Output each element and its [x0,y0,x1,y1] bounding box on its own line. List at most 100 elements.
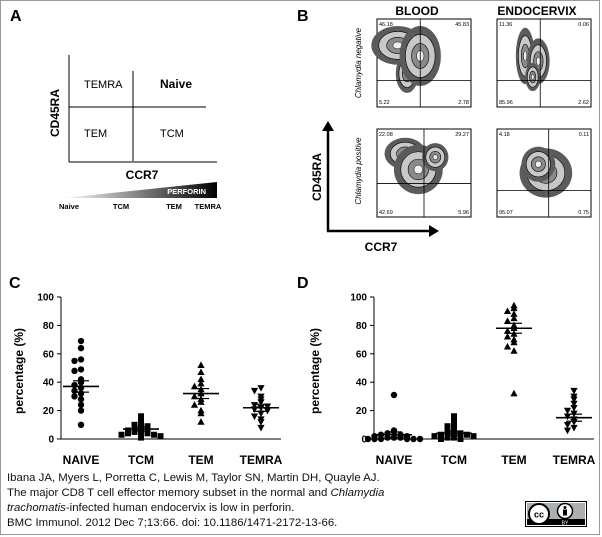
panel-b-letter: B [297,8,309,25]
panel-c-ylabel: percentage (%) [12,328,26,414]
facs-contour-core [523,50,528,62]
cc-by-license-badge[interactable]: cc BY [525,501,587,527]
data-point [510,314,518,322]
by-person-head [563,506,567,509]
panel-b-y-arrowhead [322,121,334,131]
data-point [257,410,265,418]
panel-c-letter: C [9,275,21,292]
panel-c: C percentage (%) 0 20 40 60 80 100 NAIVE TCM TEM… [9,275,283,467]
facs-quadrant-percent: 45.83 [455,22,469,28]
data-point [451,414,457,421]
data-point [131,421,138,428]
scatter-y-tick-label: 60 [356,349,368,360]
data-point [464,431,470,438]
facs-quadrant-percent: 85.96 [499,100,513,106]
quadrant-temra: TEMRA [84,79,123,91]
facs-contour-core [531,74,535,80]
data-point [77,366,85,373]
data-point [71,357,78,365]
facs-quadrant-percent: 5.22 [379,100,390,106]
data-point [563,427,572,435]
quadrant-tcm: TCM [160,128,184,140]
facs-quadrant-percent: 2.62 [578,100,589,106]
scatter-y-tick-label: 80 [43,321,55,332]
citation-title-line1: The major CD8 T cell effector memory sub… [7,486,507,501]
data-point [570,400,578,408]
facs-quadrant-percent: 46.18 [379,22,393,28]
data-point [71,381,78,389]
data-point [250,413,259,421]
data-point [257,419,265,426]
category-label: TEM [188,453,213,467]
cc-icon-text: cc [534,510,544,520]
data-point [444,423,451,430]
facs-quadrant-percent: 95.07 [499,210,513,216]
data-point [510,347,518,354]
facs-contour-core [535,160,542,168]
row-label-positive: Chlamydia positive [354,137,363,205]
data-point [570,387,578,395]
data-point [250,387,259,395]
quadrant-naive: Naive [160,77,192,91]
data-point [131,428,138,435]
scatter-y-tick-label: 80 [356,321,368,332]
data-point [371,435,378,443]
data-point [77,356,85,363]
facs-contour-core [432,154,438,160]
category-label: TEM [501,453,526,467]
facs-quadrant-percent: 5.96 [458,210,469,216]
facs-quadrant-percent: 0.06 [578,22,589,28]
data-point [125,430,131,437]
perforin-gradient [63,182,217,198]
by-label: BY [562,521,569,527]
data-point [503,342,512,350]
data-point [77,401,85,409]
data-point [190,382,199,390]
scatter-y-tick-label: 0 [361,435,367,446]
figure-canvas: A CD45RA CCR7 TEMRA Naive TEM TCM PERFOR… [9,4,596,467]
data-point [157,433,164,440]
data-point [257,399,265,406]
data-point [190,401,199,408]
data-point [563,413,572,421]
data-point [77,407,85,414]
panel-b: B BLOOD ENDOCERVIX Chlamydia negative Ch… [297,4,592,254]
data-point [257,385,265,392]
citation: Ibana JA, Myers L, Porretta C, Lewis M, … [7,471,507,531]
perforin-label: PERFORIN [167,187,206,196]
data-point [570,424,578,432]
data-point [197,379,205,387]
scatter-y-tick-label: 40 [356,378,368,389]
panel-a-letter: A [10,8,22,25]
data-point [197,398,205,405]
data-point [71,367,78,375]
row-label-negative: Chlamydia negative [354,27,363,98]
data-point [416,435,424,443]
facs-quadrant-percent: 22.08 [379,132,393,138]
gradient-point-tcm: TCM [113,202,129,211]
data-point [470,433,477,440]
scatter-y-tick-label: 20 [43,406,55,417]
category-label: NAIVE [376,453,413,467]
panel-a-xlabel: CCR7 [126,168,159,182]
data-point [118,431,125,438]
panel-c-chart: 0 20 40 60 80 100 NAIVE TCM TEM TEMRA [37,293,282,468]
facs-contour-core [413,164,424,175]
data-point [570,396,578,404]
data-point [510,304,518,312]
data-point [403,435,411,443]
data-point [138,413,144,420]
panel-b-x-arrowhead [429,225,439,237]
gradient-point-naive: Naive [59,202,79,211]
data-point [444,434,451,441]
citation-title-text: The major CD8 T cell effector memory sub… [7,487,331,499]
data-point [77,421,85,428]
data-point [364,435,372,443]
category-label: TCM [128,453,154,467]
category-label: TEMRA [553,453,596,467]
data-point [563,422,572,429]
data-point [197,375,205,383]
data-point [451,420,457,427]
panel-a-ylabel: CD45RA [48,89,62,137]
facs-quadrant-percent: 0.11 [579,132,589,138]
